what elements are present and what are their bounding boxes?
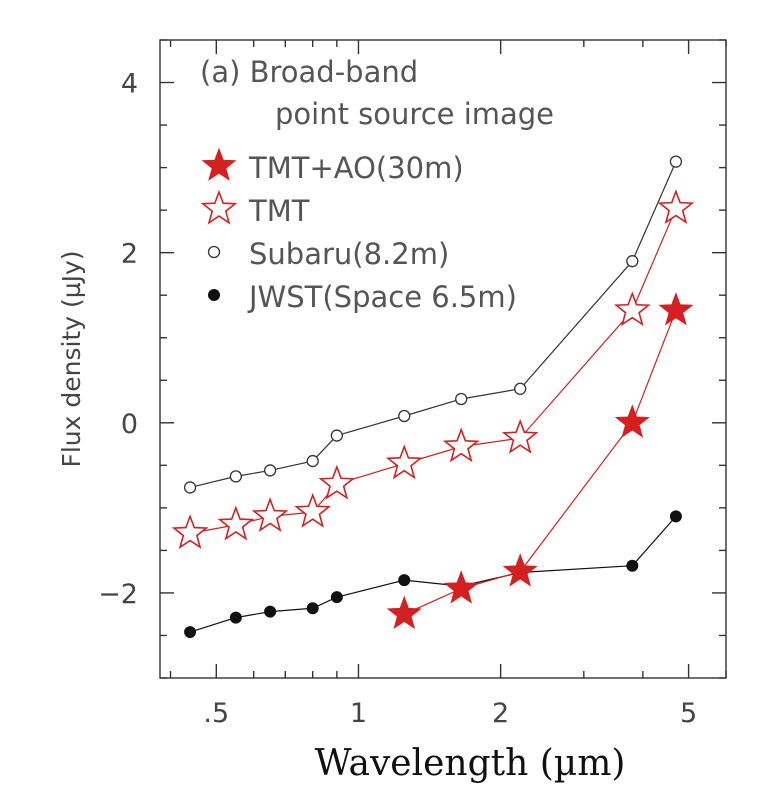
data-point (294, 492, 332, 528)
data-point (318, 464, 356, 500)
data-point (306, 454, 319, 468)
data-point (613, 291, 651, 327)
series-line (189, 515, 677, 633)
legend: TMT+AO(30m) TMT Subaru(8.2m) JWST(Space 6.5… (200, 147, 517, 314)
data-point (514, 382, 527, 395)
legend-marker (200, 189, 238, 225)
data-point (398, 409, 411, 423)
y-tick-label: −2 (98, 579, 138, 610)
legend-label: TMT+AO(30m) (248, 151, 464, 185)
series-line (189, 208, 677, 534)
data-point (251, 497, 289, 532)
data-point (442, 427, 480, 463)
tick-labels: .5 1 2 5 −2 0 2 4 (98, 69, 697, 729)
legend-label: TMT (248, 194, 310, 228)
data-point (626, 255, 639, 268)
x-tick-label: 5 (680, 698, 697, 729)
data-point (502, 553, 538, 587)
data-point (264, 605, 277, 618)
legend-marker (208, 289, 220, 301)
x-tick-label: 1 (350, 698, 367, 729)
chart-annotation: (a) Broad-band point source image (200, 55, 554, 131)
x-tick-label: .5 (203, 698, 229, 729)
legend-label: Subaru(8.2m) (249, 237, 449, 271)
data-point (217, 505, 255, 541)
data-point (330, 429, 344, 442)
data-point (614, 404, 650, 438)
series-markers (171, 155, 695, 639)
plot-frame (159, 39, 727, 679)
data-point (229, 611, 242, 624)
annotation-line-1: (a) Broad-band (200, 55, 418, 89)
data-point (386, 595, 422, 630)
y-tick-label: 4 (121, 69, 138, 100)
data-point (657, 189, 695, 225)
series-lines (189, 161, 677, 633)
data-point (183, 481, 197, 494)
data-point (385, 444, 423, 480)
data-point (263, 464, 277, 477)
axis-ticks (160, 39, 727, 679)
data-point (330, 591, 343, 604)
data-point (501, 418, 539, 454)
y-tick-label: 0 (121, 409, 138, 440)
legend-marker (207, 245, 221, 259)
annotation-line-2: point source image (275, 97, 554, 131)
y-axis-label: Flux density (µJy) (57, 250, 86, 467)
data-point (443, 570, 479, 604)
legend-marker (201, 147, 237, 181)
series-line (189, 161, 677, 489)
data-point (306, 602, 319, 615)
data-point (184, 626, 197, 639)
data-point (669, 510, 682, 523)
x-axis-label: Wavelength (µm) (315, 743, 626, 784)
x-tick-label: 2 (492, 698, 509, 729)
data-point (455, 392, 468, 406)
data-point (171, 514, 209, 549)
data-point (626, 559, 639, 572)
data-point (229, 470, 242, 483)
data-point (398, 574, 411, 587)
legend-label: JWST(Space 6.5m) (247, 280, 517, 314)
data-point (669, 155, 683, 168)
y-tick-label: 2 (121, 239, 138, 270)
data-point (658, 292, 694, 326)
